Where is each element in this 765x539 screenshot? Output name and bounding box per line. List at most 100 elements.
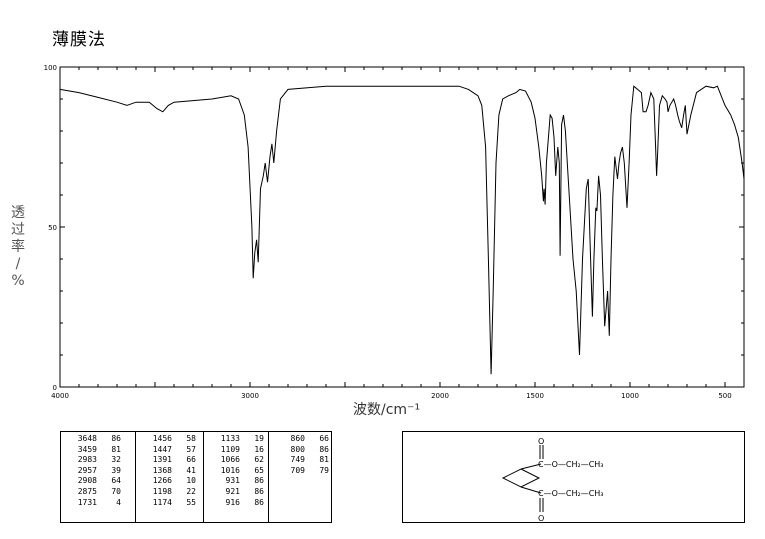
peak-transmittance: 64 — [111, 476, 121, 486]
x-tick-label: 3000 — [241, 392, 259, 400]
x-tick-label: 1500 — [526, 392, 544, 400]
x-tick-label: 4000 — [51, 392, 69, 400]
peak-column: 1456 58 1447 57 1391 66 1368 41 1266 10 1198 22 1174… — [135, 432, 202, 522]
x-tick-label: 500 — [718, 392, 731, 400]
peak-wavenumber: 2908 — [77, 476, 97, 486]
peak-row: 1016 65 — [210, 466, 270, 477]
peak-wavenumber: 1447 — [152, 444, 172, 454]
peak-transmittance: 41 — [186, 465, 196, 475]
structure-box: O O C—O—CH₂—CH₃ C—O—CH₂—CH₃ — [402, 431, 745, 523]
bonds — [520, 445, 544, 512]
peak-row: 1109 16 — [210, 445, 270, 456]
peak-transmittance: 10 — [186, 476, 196, 486]
peak-column: 860 66 800 86 749 81 709 79 — [268, 432, 335, 522]
peak-column: 1133 19 1109 16 1066 62 1016 65 931 86 921 86 916 86 — [203, 432, 270, 522]
spectrum-line — [59, 85, 745, 375]
x-tick-label: 1000 — [621, 392, 639, 400]
peak-row: 800 86 — [275, 445, 335, 456]
peak-row: 2875 70 — [67, 487, 125, 498]
axis-ticks — [59, 66, 745, 388]
peak-row: 1368 41 — [142, 466, 202, 477]
x-axis-title: 波数/cm⁻¹ — [353, 402, 421, 418]
peak-transmittance: 86 — [254, 486, 264, 496]
oxygen-top-label: O — [538, 437, 544, 446]
peak-transmittance: 86 — [111, 434, 121, 443]
peak-row: 2908 64 — [67, 476, 125, 487]
peak-wavenumber: 3459 — [77, 444, 97, 454]
peak-transmittance: 81 — [111, 444, 121, 454]
x-tick-label: 2000 — [431, 392, 449, 400]
peak-wavenumber: 1391 — [152, 455, 172, 465]
peak-transmittance: 86 — [319, 444, 329, 454]
peak-wavenumber: 916 — [225, 497, 240, 507]
peak-wavenumber: 2957 — [77, 465, 97, 475]
y-axis-title-char: 过 — [11, 222, 25, 238]
plot-frame — [59, 66, 745, 388]
peak-transmittance: 65 — [254, 465, 264, 475]
peak-row: 1266 10 — [142, 476, 202, 487]
y-axis-title-char: / — [15, 256, 21, 272]
y-tick-label: 0 — [53, 384, 57, 392]
peak-transmittance: 22 — [186, 486, 196, 496]
peak-wavenumber: 3648 — [77, 434, 97, 443]
peak-wavenumber: 1133 — [220, 434, 240, 443]
peak-wavenumber: 1198 — [152, 486, 172, 496]
axis-tick-labels: 4000 3000 2000 1500 1000 500 0 50 100 — [44, 64, 732, 400]
peak-row: 1198 22 — [142, 487, 202, 498]
peak-wavenumber: 749 — [290, 455, 305, 465]
peak-table: 3648 86 3459 81 2983 32 2957 39 2908 64 2875 70 1731… — [60, 431, 332, 523]
peak-transmittance: 66 — [186, 455, 196, 465]
peak-row: 2957 39 — [67, 466, 125, 477]
peak-wavenumber: 860 — [290, 434, 305, 443]
peak-row: 1133 19 — [210, 434, 270, 445]
peak-transmittance: 81 — [319, 455, 329, 465]
y-axis-title: 透过率 /% — [10, 205, 26, 290]
peak-row: 1066 62 — [210, 455, 270, 466]
peak-transmittance: 86 — [254, 476, 264, 486]
y-axis-title-char: % — [11, 273, 25, 289]
peak-wavenumber: 1266 — [152, 476, 172, 486]
peak-row: 3459 81 — [67, 445, 125, 456]
peak-wavenumber: 709 — [290, 465, 305, 475]
peak-wavenumber: 1016 — [220, 465, 240, 475]
page-title: 薄膜法 — [52, 30, 106, 50]
peak-row: 3648 86 — [67, 434, 125, 445]
peak-wavenumber: 1368 — [152, 465, 172, 475]
peak-wavenumber: 921 — [225, 486, 240, 496]
y-tick-label: 50 — [48, 224, 57, 232]
peak-wavenumber: 1174 — [152, 497, 172, 507]
peak-wavenumber: 2875 — [77, 486, 97, 496]
peak-row: 916 86 — [210, 498, 270, 509]
peak-column: 3648 86 3459 81 2983 32 2957 39 2908 64 2875 70 1731… — [67, 434, 125, 520]
peak-row: 749 81 — [275, 455, 335, 466]
peak-row: 931 86 — [210, 476, 270, 487]
peak-transmittance: 16 — [254, 444, 264, 454]
y-tick-label: 100 — [44, 64, 57, 72]
peak-wavenumber: 1066 — [220, 455, 240, 465]
peak-row: 860 66 — [275, 434, 335, 445]
cyclobutane-ring — [501, 468, 541, 488]
peak-row: 1447 57 — [142, 445, 202, 456]
peak-transmittance: 86 — [254, 497, 264, 507]
peak-wavenumber: 931 — [225, 476, 240, 486]
peak-row: 921 86 — [210, 487, 270, 498]
spectrum-chart: 4000 3000 2000 1500 1000 500 0 50 100 — [44, 64, 745, 400]
peak-transmittance: 19 — [254, 434, 264, 443]
y-axis-title-char: 透 — [11, 205, 25, 221]
peak-transmittance: 4 — [116, 497, 121, 507]
peak-transmittance: 62 — [254, 455, 264, 465]
oxygen-bottom-label: O — [538, 514, 544, 522]
peak-row: 709 79 — [275, 466, 335, 477]
peak-wavenumber: 1731 — [77, 497, 97, 507]
peak-transmittance: 55 — [186, 497, 196, 507]
ester-group-top: C—O—CH₂—CH₃ — [538, 460, 604, 469]
peak-wavenumber: 800 — [290, 444, 305, 454]
peak-transmittance: 39 — [111, 465, 121, 475]
peak-wavenumber: 1456 — [152, 434, 172, 443]
molecule-structure: O O C—O—CH₂—CH₃ C—O—CH₂—CH₃ — [501, 437, 604, 523]
peak-transmittance: 57 — [186, 444, 196, 454]
peak-row: 1391 66 — [142, 455, 202, 466]
peak-transmittance: 70 — [111, 486, 121, 496]
peak-row: 1456 58 — [142, 434, 202, 445]
peak-row: 1174 55 — [142, 498, 202, 509]
